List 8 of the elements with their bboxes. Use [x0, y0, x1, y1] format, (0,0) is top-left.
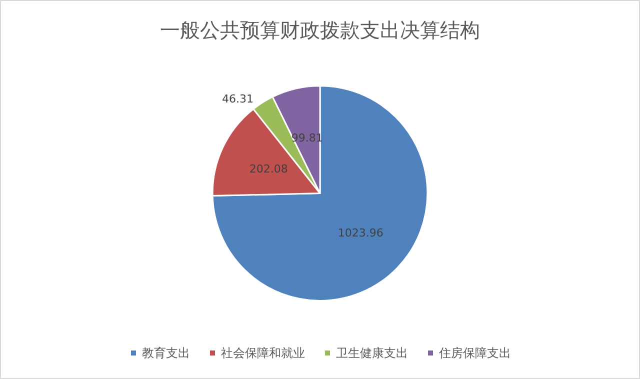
legend-label: 卫生健康支出: [336, 346, 408, 360]
data-label: 46.31: [222, 92, 254, 106]
chart-title: 一般公共预算财政拨款支出决算结构: [160, 18, 480, 42]
data-label: 202.08: [249, 162, 288, 176]
legend-label: 住房保障支出: [438, 346, 511, 360]
legend-label: 社会保障和就业: [221, 346, 305, 360]
data-label: 1023.96: [338, 226, 384, 240]
legend-label: 教育支出: [142, 346, 190, 360]
